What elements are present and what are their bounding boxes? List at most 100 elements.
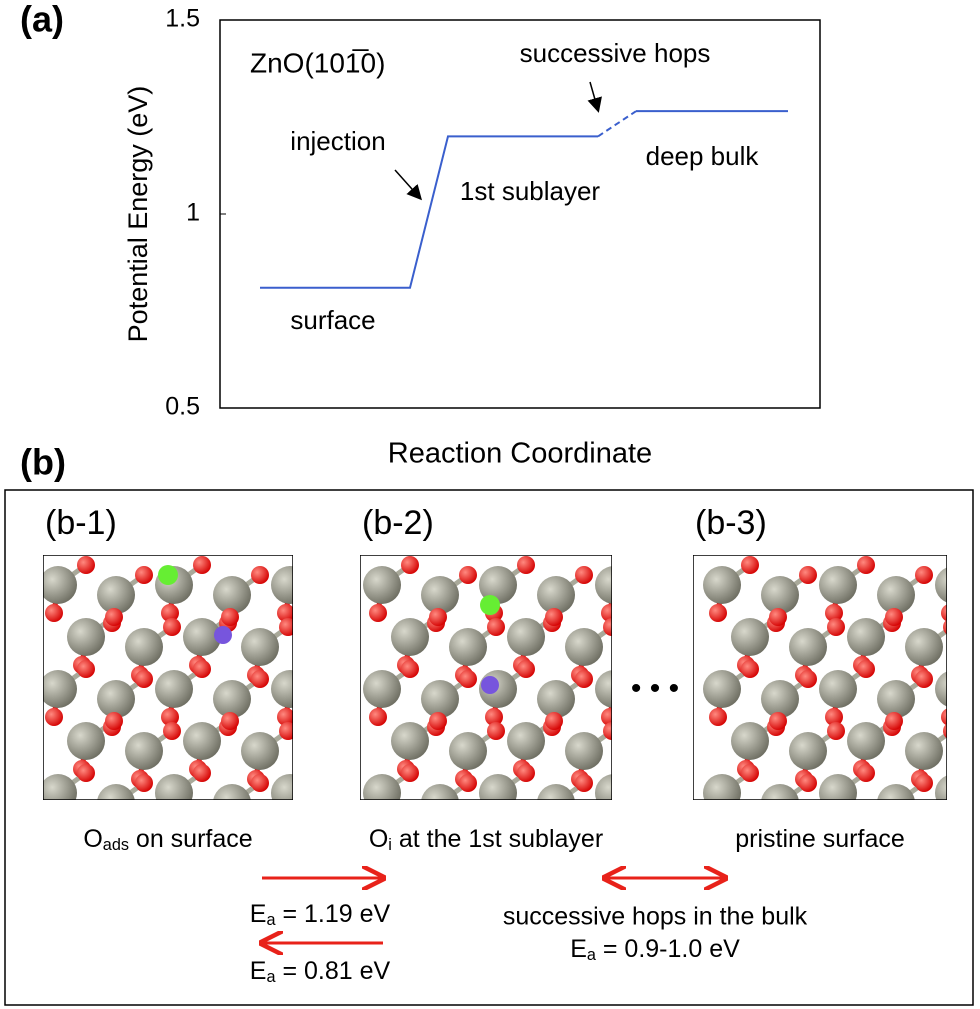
annotation: surface — [290, 305, 375, 335]
o-atom — [369, 708, 387, 726]
zn-atom — [271, 774, 293, 800]
zn-atom — [421, 576, 459, 614]
o-atom — [601, 812, 619, 830]
bond — [288, 787, 293, 796]
zn-atom — [731, 618, 769, 656]
bond — [314, 637, 318, 665]
zn-atom — [963, 618, 980, 656]
o-atom — [487, 618, 505, 636]
bond — [288, 579, 293, 588]
o-atom — [193, 660, 211, 678]
bond — [314, 741, 318, 769]
o-atom — [741, 660, 759, 678]
barrier-forward: Ea = 1.19 eV — [250, 900, 391, 930]
o-atom — [709, 708, 727, 726]
zn-atom — [789, 628, 827, 666]
bond — [950, 585, 954, 613]
data-line — [260, 135, 598, 289]
zn-atom — [847, 722, 885, 760]
zn-atom — [241, 732, 279, 770]
zn-atom — [125, 732, 163, 770]
zn-atom — [565, 732, 603, 770]
zn-atom — [877, 680, 915, 718]
o-atom — [633, 764, 651, 782]
o-atom — [973, 660, 980, 678]
adsorbed-o — [480, 595, 500, 615]
o-atom — [163, 722, 181, 740]
text-sub: a — [266, 911, 276, 929]
o-atom — [709, 812, 727, 830]
o-atom — [45, 604, 63, 622]
text-main: E — [250, 957, 267, 985]
o-atom — [305, 760, 323, 778]
o-atom — [915, 566, 933, 584]
zn-atom — [125, 628, 163, 666]
text-main: E — [250, 900, 267, 928]
annotation: 1st sublayer — [460, 176, 601, 206]
zn-atom — [67, 618, 105, 656]
text-main: O — [369, 825, 388, 853]
zn-atom — [43, 566, 77, 604]
caption: Oi at the 1st sublayer — [369, 825, 603, 855]
zn-atom — [703, 774, 741, 800]
o-atom — [485, 708, 503, 726]
ellipsis: • • • — [631, 672, 679, 705]
o-atom — [309, 764, 327, 782]
o-atom — [105, 608, 123, 626]
zn-atom — [213, 576, 251, 614]
annotation-arrow — [587, 81, 602, 113]
o-atom — [45, 812, 63, 830]
zn-atom — [565, 628, 603, 666]
zn-atom — [391, 722, 429, 760]
o-atom — [941, 708, 947, 726]
o-atom — [279, 618, 293, 636]
panel-frame — [4, 489, 974, 1006]
o-atom — [633, 556, 651, 574]
zn-atom — [97, 784, 135, 800]
text-main: pristine surface — [735, 825, 905, 853]
zn-atom — [97, 576, 135, 614]
zn-atom — [789, 732, 827, 770]
o-atom — [459, 670, 477, 688]
zn-atom — [449, 628, 487, 666]
o-atom — [741, 764, 759, 782]
bond — [954, 773, 980, 793]
o-atom — [769, 712, 787, 730]
zn-atom — [449, 732, 487, 770]
bond — [288, 683, 293, 692]
bulk-text: successive hops in the bulk — [503, 903, 808, 931]
o-atom — [459, 774, 477, 792]
o-atom — [575, 566, 593, 584]
o-atom — [661, 608, 679, 626]
bond — [318, 721, 346, 741]
zn-atom — [595, 670, 612, 708]
zn-atom — [421, 680, 459, 718]
o-atom — [161, 604, 179, 622]
o-atom — [517, 556, 535, 574]
zn-atom — [847, 618, 885, 656]
zn-atom — [537, 784, 575, 800]
bond — [318, 617, 346, 637]
zn-atom — [761, 784, 799, 800]
o-atom — [401, 764, 419, 782]
o-atom — [799, 670, 817, 688]
o-atom — [769, 608, 787, 626]
y-tick-label: 0.5 — [165, 393, 200, 421]
o-atom — [221, 712, 239, 730]
zn-atom — [299, 722, 337, 760]
o-atom — [915, 670, 933, 688]
o-atom — [857, 660, 875, 678]
zn-atom — [363, 566, 401, 604]
zn-atom — [731, 722, 769, 760]
o-atom — [277, 812, 295, 830]
o-atom — [279, 722, 293, 740]
o-atom — [45, 708, 63, 726]
o-atom — [401, 660, 419, 678]
o-atom — [193, 764, 211, 782]
o-atom — [799, 774, 817, 792]
zn-atom — [241, 628, 279, 666]
zn-atom — [421, 784, 459, 800]
o-atom — [941, 604, 947, 622]
bond — [950, 689, 954, 717]
